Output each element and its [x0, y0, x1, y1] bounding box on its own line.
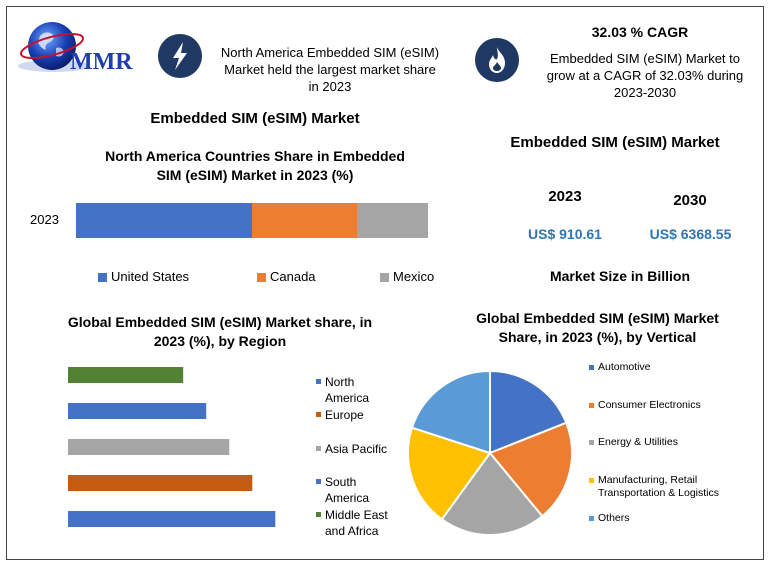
callout-right-text: Embedded SIM (eSIM) Market to grow at a … — [546, 51, 744, 100]
chart3-legend-consumer-electronics: Consumer Electronics — [589, 399, 758, 412]
chart3-slice-0 — [489, 369, 568, 455]
chart2-bar-1 — [68, 403, 207, 419]
lightning-icon-badge — [158, 34, 202, 78]
chart3-title: Global Embedded SIM (eSIM) Market Share,… — [476, 310, 719, 345]
chart2-bar-0 — [68, 367, 184, 383]
chart2-bar-4 — [68, 511, 276, 527]
market-size-title: Embedded SIM (eSIM) Market — [510, 134, 720, 151]
chart1-bar-segment-2 — [357, 203, 428, 238]
flame-icon — [489, 47, 505, 73]
chart3-slice-1 — [488, 421, 573, 518]
chart2-legend-europe: Europe — [316, 407, 395, 423]
mmr-logo: MMR — [18, 22, 133, 75]
chart2-legend-south-america: South America — [316, 474, 395, 506]
year-2023: 2023 — [548, 188, 582, 205]
chart3-slice-4 — [410, 369, 491, 455]
chart1-legend-canada: Canada — [257, 269, 316, 284]
callout-left-text: North America Embedded SIM (eSIM) Market… — [220, 45, 440, 94]
chart2-region-bars — [68, 367, 276, 527]
market-size-footer: Market Size in Billion — [549, 268, 691, 284]
chart2-title: Global Embedded SIM (eSIM) Market share,… — [67, 314, 373, 349]
chart1-category-label: 2023 — [30, 212, 59, 227]
value-2023: US$ 910.61 — [528, 226, 602, 242]
chart3-slice-2 — [440, 451, 544, 536]
value-2030: US$ 6368.55 — [649, 226, 732, 242]
chart2-bar-2 — [68, 439, 230, 455]
chart3-legend-others: Others — [589, 512, 758, 525]
chart2-legend-asia-pacific: Asia Pacific — [316, 441, 405, 457]
chart1-legend-us: United States — [98, 269, 189, 284]
chart3-slice-3 — [407, 426, 492, 521]
chart1-title: North America Countries Share in Embedde… — [105, 148, 405, 183]
lightning-icon — [173, 42, 187, 70]
flame-icon-badge — [475, 38, 519, 82]
chart3-legend-manufacturing: Manufacturing, Retail Transportation & L… — [589, 474, 748, 500]
chart3-legend-automotive: Automotive — [589, 361, 758, 374]
year-2030: 2030 — [673, 192, 707, 209]
cagr-title: 32.03 % CAGR — [591, 24, 689, 40]
chart1-bar-segment-0 — [76, 203, 252, 238]
chart1-stacked-bar — [76, 203, 428, 238]
globe-icon — [28, 22, 76, 70]
chart3-legend-energy: Energy & Utilities — [589, 436, 758, 449]
left-section-title: Embedded SIM (eSIM) Market — [150, 110, 360, 127]
logo-text: MMR — [70, 49, 133, 75]
infographic-frame — [6, 6, 764, 560]
chart1-bar-segment-1 — [252, 203, 358, 238]
chart3-vertical-pie — [407, 369, 573, 536]
chart2-legend-north-america: North America — [316, 374, 395, 406]
chart2-bar-3 — [68, 475, 253, 491]
chart1-legend-mexico: Mexico — [380, 269, 434, 284]
chart2-legend-mea: Middle East and Africa — [316, 507, 395, 539]
